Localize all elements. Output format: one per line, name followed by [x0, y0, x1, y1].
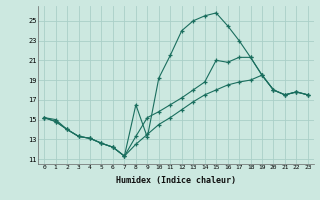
X-axis label: Humidex (Indice chaleur): Humidex (Indice chaleur) — [116, 176, 236, 185]
